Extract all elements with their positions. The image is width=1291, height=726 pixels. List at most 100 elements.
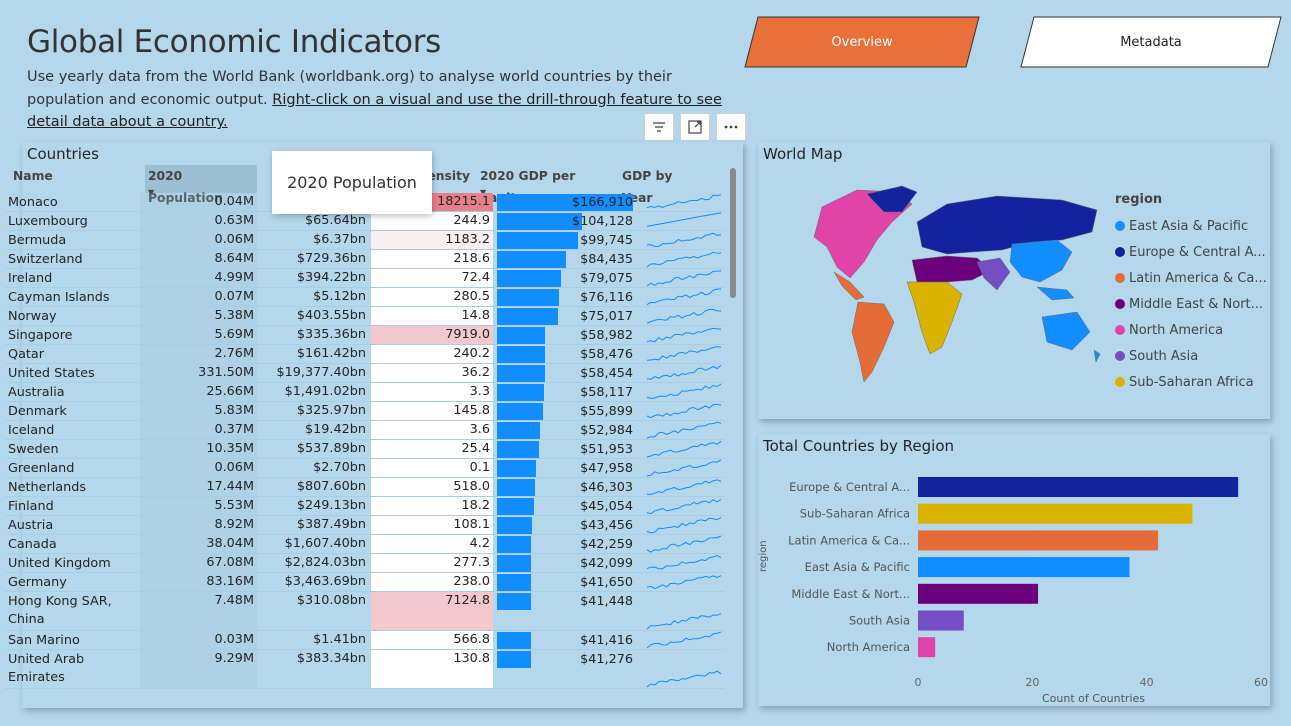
cell-pop-density: 3.6: [371, 421, 493, 440]
cell-pop-density: 36.2: [371, 364, 493, 383]
table-row[interactable]: Denmark 5.83M $325.97bn 145.8 $55,899: [5, 402, 725, 421]
cell-gdp-per-capita: $58,454: [497, 364, 637, 383]
gdp-per-capita-bar: [497, 422, 540, 439]
gdp-per-capita-bar: [497, 574, 531, 591]
column-header-population[interactable]: 2020 Population ▼: [145, 165, 257, 205]
table-row[interactable]: Iceland 0.37M $19.42bn 3.6 $52,984: [5, 421, 725, 440]
table-row[interactable]: Germany 83.16M $3,463.69bn 238.0 $41,650: [5, 573, 725, 592]
description-text: Use yearly data from the World Bank (wor…: [27, 69, 672, 108]
cell-pop-density: 218.6: [371, 250, 493, 269]
focus-mode-icon[interactable]: [680, 113, 710, 141]
table-row[interactable]: San Marino 0.03M $1.41bn 566.8 $41,416: [5, 631, 725, 650]
region-sub-saharan-africa[interactable]: [906, 281, 963, 355]
column-header-name[interactable]: Name: [13, 169, 53, 183]
cell-country-name: Cayman Islands: [8, 290, 110, 305]
region-south-america[interactable]: [851, 301, 895, 383]
legend-item[interactable]: Sub-Saharan Africa: [1115, 369, 1267, 395]
cell-pop-density: 244.9: [371, 212, 493, 231]
sort-descending-icon: ▼: [148, 188, 155, 197]
cell-population: 5.53M: [140, 497, 257, 516]
legend-item[interactable]: Europe & Central A...: [1115, 239, 1267, 265]
table-row[interactable]: Switzerland 8.64M $729.36bn 218.6 $84,435: [5, 250, 725, 269]
sparkline-path: [646, 499, 722, 515]
category-label: Sub-Saharan Africa: [800, 507, 910, 521]
cell-country-name: United Arab Emirates: [8, 652, 85, 685]
cell-country-name: Qatar: [8, 347, 45, 362]
metadata-button[interactable]: Metadata: [1020, 16, 1282, 68]
legend-item[interactable]: East Asia & Pacific: [1115, 213, 1267, 239]
bar[interactable]: [918, 557, 1130, 578]
region-australia[interactable]: [1041, 311, 1091, 351]
table-row[interactable]: Hong Kong SAR, China 7.48M $310.08bn 7124.8…: [5, 592, 725, 631]
world-map[interactable]: [772, 182, 1112, 392]
legend-item[interactable]: South Asia: [1115, 343, 1267, 369]
table-row[interactable]: Netherlands 17.44M $807.60bn 518.0 $46,303: [5, 478, 725, 497]
bar[interactable]: [918, 637, 936, 658]
filter-icon[interactable]: [644, 113, 674, 141]
region-central-america[interactable]: [833, 271, 865, 301]
table-row[interactable]: Austria 8.92M $387.49bn 108.1 $43,456: [5, 516, 725, 535]
gdp-sparkline: [646, 459, 722, 477]
gdp-per-capita-bar: [497, 555, 531, 572]
overview-button[interactable]: Overview: [744, 16, 980, 68]
table-row[interactable]: Ireland 4.99M $394.22bn 72.4 $79,075: [5, 269, 725, 288]
cell-pop-density: 4.2: [371, 535, 493, 554]
sparkline-path: [646, 383, 722, 399]
table-row[interactable]: Monaco 0.04M 18215.1 $166,910: [5, 193, 725, 212]
bar[interactable]: [918, 530, 1159, 551]
table-row[interactable]: Qatar 2.76M $161.42bn 240.2 $58,476: [5, 345, 725, 364]
table-scrollbar-thumb[interactable]: [730, 168, 736, 298]
legend-item[interactable]: North America: [1115, 317, 1267, 343]
legend-item[interactable]: Latin America & Ca...: [1115, 265, 1267, 291]
legend-label: South Asia: [1129, 348, 1199, 364]
table-row[interactable]: United Kingdom 67.08M $2,824.03bn 277.3 $42,…: [5, 554, 725, 573]
cell-pop-density: 277.3: [371, 554, 493, 573]
cell-population: 0.04M: [140, 193, 257, 212]
cell-population: 5.38M: [140, 307, 257, 326]
cell-population: 4.99M: [140, 269, 257, 288]
cell-gdp-per-capita: $75,017: [497, 307, 637, 326]
table-row[interactable]: Singapore 5.69M $335.36bn 7919.0 $58,982: [5, 326, 725, 345]
table-row[interactable]: Sweden 10.35M $537.89bn 25.4 $51,953: [5, 440, 725, 459]
cell-gdp-per-capita: $51,953: [497, 440, 637, 459]
cell-gdp-sparkline: [645, 345, 725, 364]
column-header-gdp-per-capita[interactable]: 2020 GDP per Capita ▼: [477, 165, 615, 205]
column-header-gdp-by-year[interactable]: GDP by Year: [622, 169, 673, 205]
legend-item[interactable]: Middle East & Nort...: [1115, 291, 1267, 317]
bar[interactable]: [918, 583, 1039, 604]
cell-country-name: United Kingdom: [8, 556, 111, 571]
table-row[interactable]: Bermuda 0.06M $6.37bn 1183.2 $99,745: [5, 231, 725, 250]
region-new-zealand[interactable]: [1093, 349, 1101, 363]
table-row[interactable]: Norway 5.38M $403.55bn 14.8 $75,017: [5, 307, 725, 326]
bar[interactable]: [918, 477, 1239, 497]
gdp-per-capita-value: $45,054: [580, 499, 633, 514]
region-greenland[interactable]: [866, 185, 918, 213]
table-row[interactable]: Finland 5.53M $249.13bn 18.2 $45,054: [5, 497, 725, 516]
cell-gdp-sparkline: [645, 554, 725, 573]
table-row[interactable]: Cayman Islands 0.07M $5.12bn 280.5 $76,116: [5, 288, 725, 307]
region-southeast-asia-islands[interactable]: [1036, 286, 1075, 301]
bar[interactable]: [918, 503, 1193, 524]
table-row[interactable]: Greenland 0.06M $2.70bn 0.1 $47,958: [5, 459, 725, 478]
region-europe-central-asia[interactable]: [916, 195, 1098, 255]
region-south-asia[interactable]: [976, 257, 1011, 291]
sparkline-path: [646, 364, 722, 380]
gdp-per-capita-bar: [497, 536, 531, 553]
gdp-per-capita-bar: [497, 365, 545, 382]
gdp-sparkline: [646, 270, 722, 287]
table-row[interactable]: Luxembourg 0.63M $65.64bn 244.9 $104,128: [5, 212, 725, 231]
table-row[interactable]: United States 331.50M $19,377.40bn 36.2 $58,…: [5, 364, 725, 383]
table-row[interactable]: Canada 38.04M $1,607.40bn 4.2 $42,259: [5, 535, 725, 554]
cell-gdp-sparkline: [645, 421, 725, 440]
cell-gdp-per-capita: $99,745: [497, 231, 637, 250]
bar[interactable]: [918, 610, 964, 631]
region-east-asia[interactable]: [1009, 239, 1073, 283]
table-row[interactable]: Australia 25.66M $1,491.02bn 3.3 $58,117: [5, 383, 725, 402]
table-scrollbar[interactable]: [729, 165, 737, 700]
cell-gdp: $2.70bn: [313, 460, 366, 475]
more-options-icon[interactable]: [716, 113, 746, 141]
table-row[interactable]: United Arab Emirates 9.29M $383.34bn 130.8 $…: [5, 650, 725, 689]
cell-gdp-sparkline: [645, 402, 725, 421]
row-divider: [5, 458, 725, 459]
category-label: Europe & Central A...: [789, 480, 910, 494]
